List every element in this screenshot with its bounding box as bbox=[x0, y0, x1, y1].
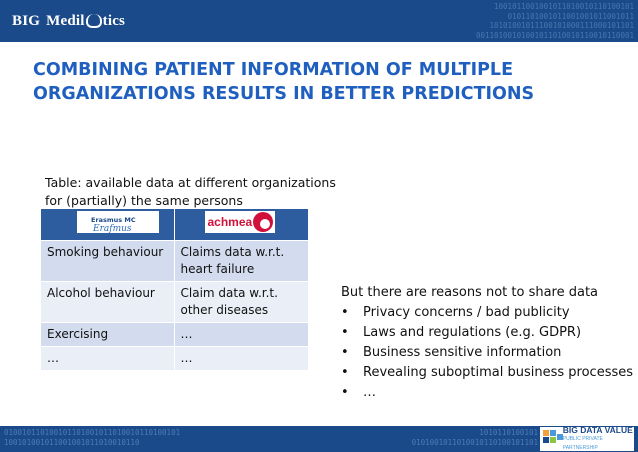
binary-pattern-left: 010010110100101101001011010010110100101 … bbox=[4, 428, 181, 447]
table-row: … … bbox=[41, 346, 308, 371]
list-item: • Laws and regulations (e.g. GDPR) bbox=[341, 323, 633, 343]
reasons-list: • Privacy concerns / bad publicity • Laws … bbox=[341, 303, 633, 403]
binary-pattern-right: 1010110100101 01010010110100101101001011… bbox=[411, 428, 538, 447]
table-header-row: Erasmus MC Erafmus achmea bbox=[41, 209, 308, 241]
bottom-banner: 010010110100101101001011010010110100101 … bbox=[0, 426, 638, 452]
top-banner: BIG Medil tics 1001011001001011010010110… bbox=[0, 0, 638, 42]
list-item-text: Business sensitive information bbox=[363, 345, 562, 360]
table-cell: Claim data w.r.t. other diseases bbox=[173, 281, 308, 323]
table-cell: Exercising bbox=[41, 322, 174, 347]
slide-title: COMBINING PATIENT INFORMATION OF MULTIPL… bbox=[33, 58, 553, 106]
achmea-logo: achmea bbox=[204, 211, 275, 233]
organization-data-table: Erasmus MC Erafmus achmea Smoking behavi… bbox=[41, 209, 308, 371]
bullet-icon: • bbox=[341, 385, 349, 400]
header-cell-achmea: achmea bbox=[173, 209, 308, 241]
erasmus-signature: Erafmus bbox=[93, 224, 132, 234]
achmea-name: achmea bbox=[207, 215, 253, 229]
logo-tail: tics bbox=[102, 12, 126, 29]
list-item: • Business sensitive information bbox=[341, 343, 633, 363]
erasmus-mc-name: Erasmus MC bbox=[91, 216, 136, 224]
table-cell: Claims data w.r.t. heart failure bbox=[173, 240, 308, 282]
table-row: Exercising … bbox=[41, 322, 308, 347]
bigmedilytics-logo: BIG Medil tics bbox=[12, 8, 125, 34]
bullet-icon: • bbox=[341, 345, 349, 360]
list-item: • Privacy concerns / bad publicity bbox=[341, 303, 633, 323]
table-cell: … bbox=[41, 346, 174, 371]
list-item-text: Revealing suboptimal business processes bbox=[363, 365, 634, 380]
big-data-value-logo: BIG DATA VALUE PUBLIC PRIVATE PARTNERSHI… bbox=[540, 426, 634, 451]
list-item-text: Laws and regulations (e.g. GDPR) bbox=[363, 325, 582, 340]
table-row: Alcohol behaviour Claim data w.r.t. othe… bbox=[41, 281, 308, 323]
stethoscope-icon bbox=[85, 14, 102, 28]
table-cell: Smoking behaviour bbox=[41, 240, 174, 282]
erasmus-mc-logo: Erasmus MC Erafmus bbox=[77, 211, 159, 234]
table-cell: … bbox=[173, 346, 308, 371]
table-row: Smoking behaviour Claims data w.r.t. hea… bbox=[41, 240, 308, 282]
title-line-2: ORGANIZATIONS RESULTS IN BETTER PREDICTI… bbox=[33, 84, 535, 104]
header-cell-erasmus: Erasmus MC Erafmus bbox=[41, 209, 174, 241]
bdv-cubes-icon bbox=[543, 430, 563, 448]
bullet-icon: • bbox=[341, 325, 349, 340]
logo-prefix: BIG bbox=[12, 12, 41, 29]
reasons-intro: But there are reasons not to share data bbox=[341, 285, 599, 300]
binary-pattern: 1001011001001011010010110100101 01011010… bbox=[475, 2, 634, 40]
list-item: • Revealing suboptimal business processes bbox=[341, 363, 633, 383]
table-cell: Alcohol behaviour bbox=[41, 281, 174, 323]
table-caption: Table: available data at different organ… bbox=[45, 175, 336, 208]
bullet-icon: • bbox=[341, 305, 349, 320]
achmea-mark-icon bbox=[252, 212, 273, 232]
bullet-icon: • bbox=[341, 365, 349, 380]
list-item-text: Privacy concerns / bad publicity bbox=[363, 305, 570, 320]
title-line-1: COMBINING PATIENT INFORMATION OF MULTIPL… bbox=[33, 60, 514, 80]
partner-subtitle: PUBLIC PRIVATE PARTNERSHIP bbox=[562, 435, 603, 451]
list-item-text: … bbox=[363, 385, 376, 400]
list-item: •… bbox=[341, 383, 633, 403]
partner-name: BIG DATA VALUE bbox=[562, 426, 633, 435]
table-cell: … bbox=[173, 322, 308, 347]
reasons-block: But there are reasons not to share data … bbox=[341, 283, 633, 403]
logo-suffix: Medil bbox=[46, 12, 85, 29]
